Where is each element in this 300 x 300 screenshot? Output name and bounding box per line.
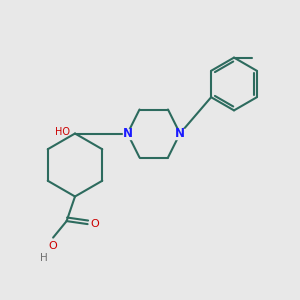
Text: N: N (122, 127, 133, 140)
Text: H: H (40, 253, 48, 262)
Text: O: O (48, 241, 57, 251)
Text: HO: HO (55, 127, 70, 137)
Text: O: O (90, 219, 99, 229)
Text: N: N (175, 127, 185, 140)
